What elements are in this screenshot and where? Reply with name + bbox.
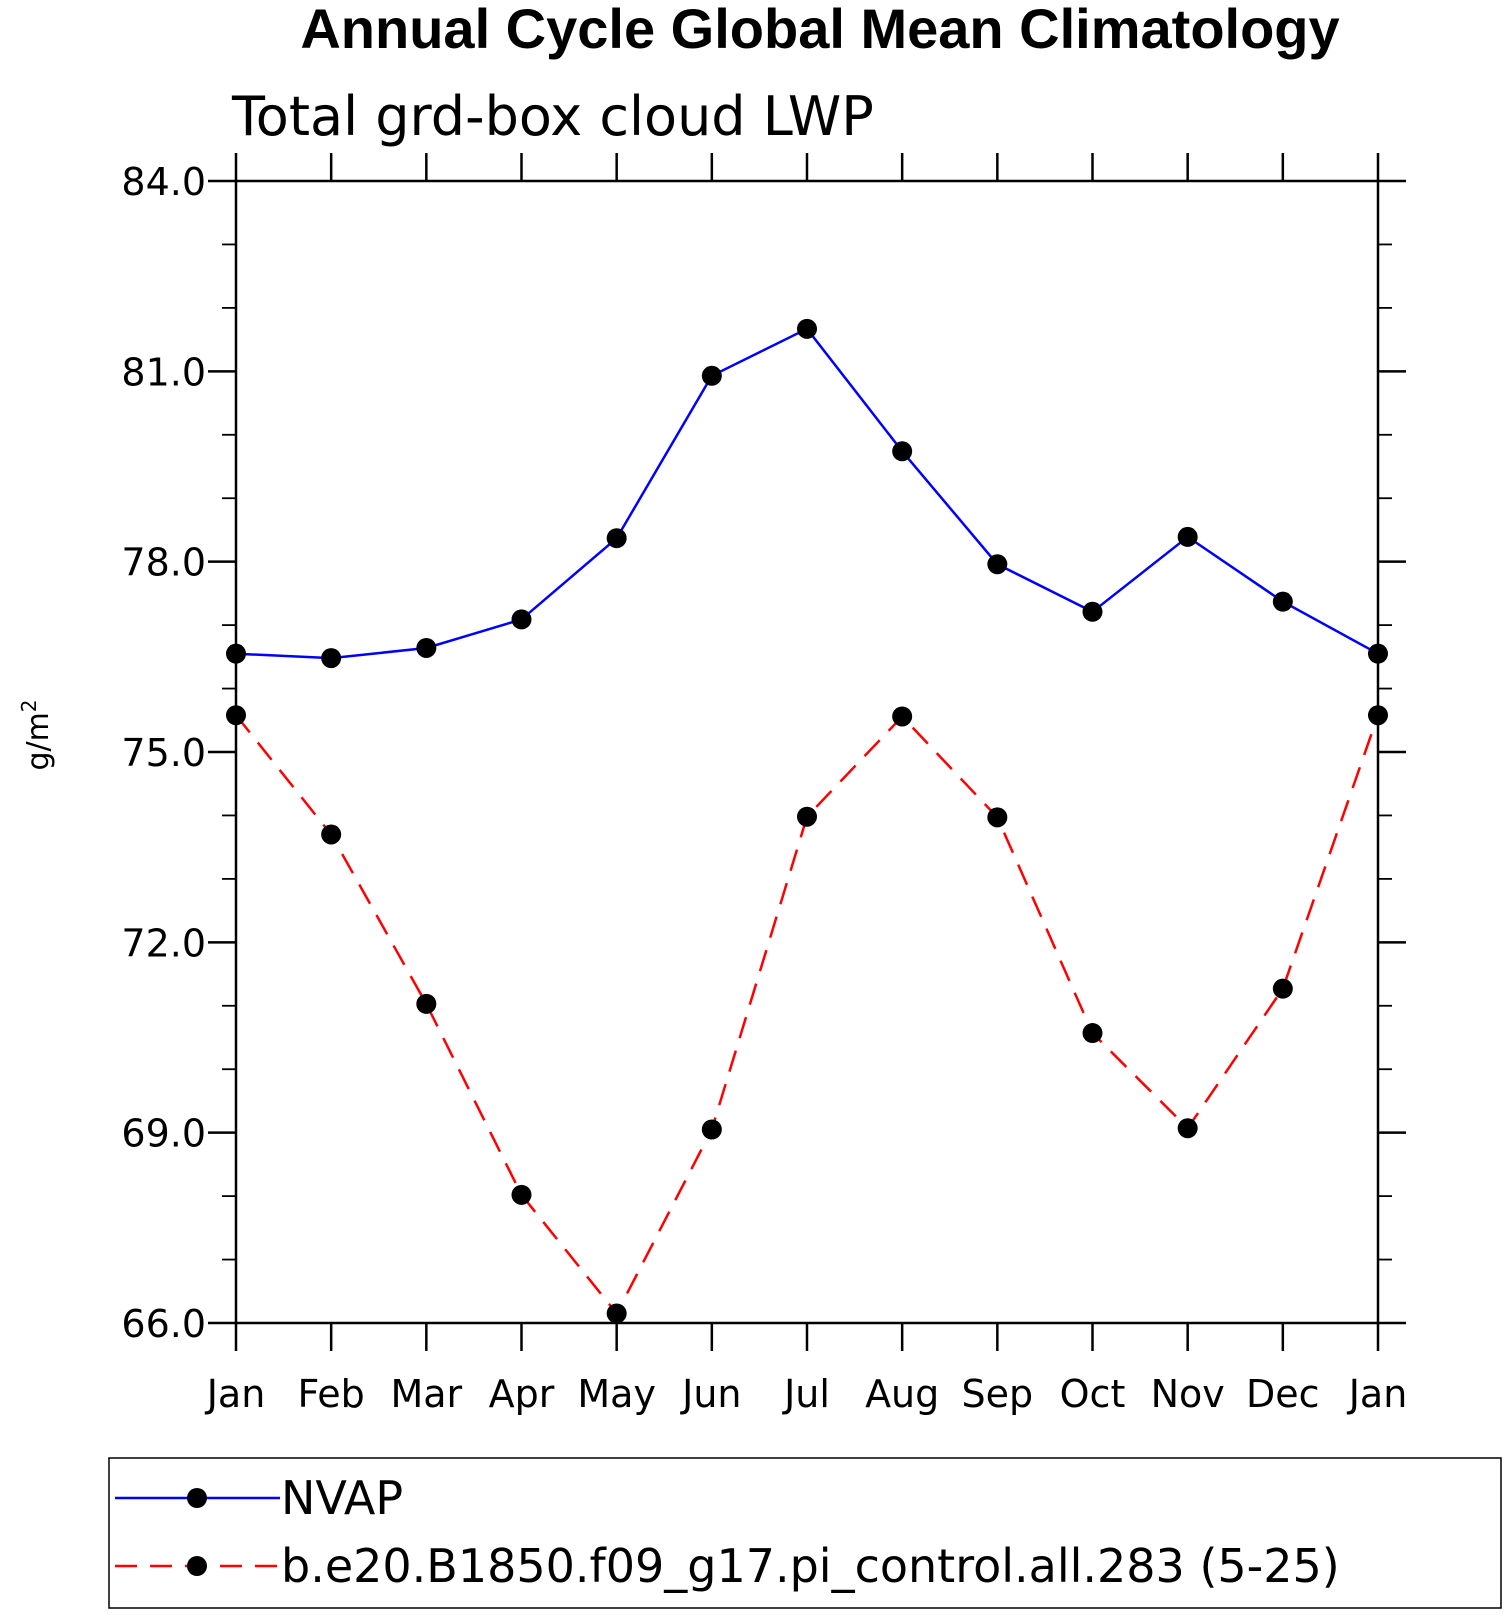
legend-label-2: b.e20.B1850.f09_g17.pi_control.all.283 (…	[281, 1539, 1340, 1593]
series-2-point	[987, 807, 1008, 828]
series-2-point	[606, 1303, 627, 1324]
series-1-point	[511, 609, 532, 630]
series-2-line	[235, 714, 1380, 1316]
legend-box	[108, 1457, 1502, 1609]
series-1-point	[416, 637, 437, 658]
y-tick-label: 66.0	[121, 1302, 206, 1346]
series-1-point	[321, 648, 342, 669]
y-tick-label: 75.0	[121, 731, 206, 775]
x-tick-label-apr: Apr	[489, 1372, 555, 1416]
series-1-point	[892, 441, 913, 462]
series-layer	[226, 318, 1388, 1324]
y-tick-label: 72.0	[121, 921, 206, 965]
legend: NVAP b.e20.B1850.f09_g17.pi_control.all.2…	[108, 1457, 1502, 1609]
series-2-point	[797, 806, 817, 827]
series-2-point	[226, 705, 246, 726]
series-2-point	[1177, 1118, 1198, 1139]
chart-subtitle: Total grd-box cloud LWP	[231, 85, 874, 148]
x-tick-label-aug: Aug	[865, 1372, 939, 1416]
series-1	[226, 318, 1388, 669]
plot-axes: 66.0 69.0 72.0 75.0 78.0 81.0 84.0 Jan Feb Mar Apr…	[121, 153, 1407, 1416]
y-tick-label: 69.0	[121, 1112, 206, 1156]
legend-marker-2	[187, 1556, 207, 1576]
series-1-point	[701, 365, 722, 386]
x-tick-label-sep: Sep	[962, 1372, 1034, 1416]
x-tick-label-jul: Jul	[782, 1372, 830, 1416]
series-1-point	[1368, 643, 1388, 664]
x-tick-label-jan: Jan	[205, 1372, 266, 1416]
plot-frame	[234, 179, 1380, 1325]
legend-label-1: NVAP	[281, 1471, 403, 1525]
y-tick-label: 78.0	[121, 541, 206, 585]
x-tick-label-oct: Oct	[1060, 1372, 1126, 1416]
legend-marker-1	[187, 1488, 207, 1508]
series-2-point	[701, 1119, 722, 1140]
series-2-point	[416, 993, 437, 1014]
y-axis-label: g/m2	[17, 699, 56, 770]
series-2-point	[511, 1184, 532, 1205]
x-tick-label-dec: Dec	[1246, 1372, 1320, 1416]
series-1-point	[606, 528, 627, 549]
y-tick-label: 84.0	[121, 160, 206, 204]
x-tick-label-feb: Feb	[298, 1372, 365, 1416]
y-axis-label-text: g/m	[21, 712, 56, 770]
series-1-point	[797, 318, 817, 339]
series-2-point	[1082, 1023, 1103, 1044]
series-2-point	[892, 706, 913, 727]
series-2-point	[321, 824, 342, 845]
x-tick-label-mar: Mar	[390, 1372, 462, 1416]
series-1-point	[226, 643, 246, 664]
series-2-point	[1368, 705, 1388, 726]
chart-title: Annual Cycle Global Mean Climatology	[300, 0, 1339, 60]
series-1-point	[1177, 526, 1198, 547]
x-tick-label-may: May	[577, 1372, 656, 1416]
x-tick-label-jun: Jun	[680, 1372, 741, 1416]
x-tick-label-jan: Jan	[1347, 1372, 1408, 1416]
y-tick-label: 81.0	[121, 350, 206, 394]
series-2-point	[1272, 978, 1293, 999]
series-1-point	[987, 554, 1008, 575]
series-1-point	[1082, 601, 1103, 622]
series-1-line	[235, 327, 1379, 660]
x-tick-label-nov: Nov	[1151, 1372, 1225, 1416]
y-axis-label-superscript: 2	[17, 699, 41, 712]
series-2	[226, 705, 1388, 1324]
series-1-point	[1272, 591, 1293, 612]
